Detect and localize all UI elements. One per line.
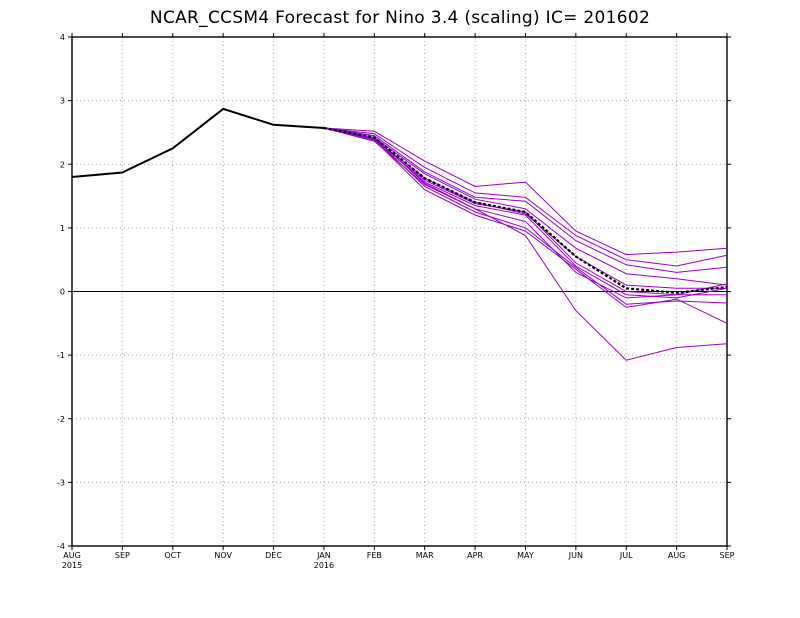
ensemble-member-line: [323, 127, 727, 299]
y-tick-label: 0: [60, 288, 65, 297]
y-tick-label: 1: [60, 224, 65, 233]
x-tick-label: OCT: [164, 551, 181, 560]
y-tick-label: -4: [57, 542, 65, 551]
ensemble-member-line: [323, 127, 728, 256]
ensemble-member-line: [323, 127, 728, 361]
x-tick-label: SEP: [720, 551, 735, 560]
x-tick-label: SEP: [115, 551, 130, 560]
ensemble-mean-line: [323, 126, 728, 294]
y-tick-label: 2: [60, 160, 65, 169]
y-tick-label: -2: [57, 415, 65, 424]
x-tick-label: FEB: [367, 551, 382, 560]
chart-title: NCAR_CCSM4 Forecast for Nino 3.4 (scalin…: [149, 8, 651, 28]
x-tick-label: JUN: [568, 551, 583, 560]
x-tick-label: JAN: [316, 551, 331, 560]
x-tick-label: MAY: [517, 551, 534, 560]
ensemble-member-line: [323, 127, 728, 324]
x-tick-label: AUG: [63, 551, 81, 560]
series-layer: [71, 107, 728, 361]
x-tick-label: MAR: [416, 551, 434, 560]
y-tick-label: -1: [57, 351, 65, 360]
axis-layer: [68, 33, 731, 550]
grid-layer: [72, 37, 727, 546]
y-tick-label: 3: [60, 97, 65, 106]
x-tick-label: JUL: [619, 551, 633, 560]
observed-line: [71, 107, 324, 178]
ensemble-member-line: [323, 127, 727, 289]
y-tick-label: 4: [60, 33, 65, 42]
x-tick-sublabel: 2015: [62, 561, 82, 570]
x-tick-label: APR: [467, 551, 483, 560]
ensemble-member-line: [323, 127, 728, 267]
ensemble-member-line: [323, 127, 728, 273]
x-tick-label: AUG: [668, 551, 686, 560]
x-tick-label: DEC: [265, 551, 282, 560]
x-tick-label: NOV: [214, 551, 232, 560]
y-tick-label: -3: [57, 478, 65, 487]
ensemble-member-line: [323, 127, 728, 286]
x-tick-sublabel: 2016: [314, 561, 334, 570]
